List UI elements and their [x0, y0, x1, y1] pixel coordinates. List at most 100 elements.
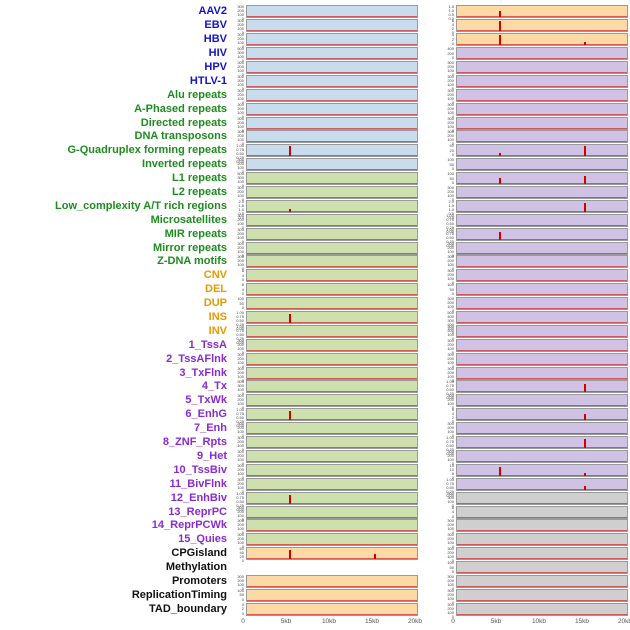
track-row: 3_TxFlnk 300 200 100 0 300 200 100 0 — [2, 366, 630, 382]
track-row: 1_TssA 300 200 100 0 300 200 100 0 — [2, 338, 630, 354]
density-spike — [498, 35, 501, 46]
y-tick-label: 4 — [451, 411, 454, 417]
y-tick-label: 200 — [447, 64, 454, 69]
y-tick-label: 100 — [237, 68, 244, 73]
column-gap — [418, 164, 440, 165]
y-tick-label: 200 — [447, 91, 454, 97]
density-spike — [498, 467, 501, 476]
zero-baseline — [457, 391, 627, 393]
column-gap — [418, 470, 440, 471]
y-tick-label: 200 — [447, 550, 454, 556]
left-y-axis-ticks: 300 200 100 0 — [230, 5, 246, 21]
row-label: 10_TssBiv — [173, 463, 227, 476]
y-tick-label: 300 — [237, 175, 244, 181]
x-tick-label: 0 — [451, 618, 455, 626]
y-tick-label: 200 — [237, 425, 244, 431]
track-row: 11_BivFlnk 300 200 100 0 1.00 0.75 0.50 0.25 0.… — [2, 477, 630, 497]
y-tick-label: 300 — [447, 318, 454, 324]
y-tick-label: 200 — [237, 189, 244, 195]
y-tick-label: 100 — [447, 373, 454, 379]
zero-baseline — [457, 72, 627, 73]
y-tick-label: 0 — [241, 72, 244, 77]
right-density-track — [456, 366, 628, 380]
zero-baseline — [457, 363, 627, 365]
row-label: 5_TxWk — [185, 394, 227, 407]
y-tick-label: 200 — [447, 77, 454, 83]
x-axes: 0 5kb 10kb 15kb 20kb 0 5kb 10kb 15kb 20kb — [241, 618, 630, 628]
density-spike — [583, 383, 586, 393]
left-density-track — [246, 283, 418, 297]
column-gap — [418, 442, 440, 443]
left-density-track — [246, 47, 418, 61]
right-density-track — [456, 477, 628, 491]
y-tick-label: 8 — [241, 282, 244, 288]
y-tick-label: 4 — [241, 286, 244, 292]
y-tick-label: 0 — [241, 197, 244, 203]
y-tick-label: 200 — [237, 77, 244, 83]
track-row: MIR repeats 300 200 100 0 1.00 0.75 0.50 0.25 0… — [2, 227, 630, 247]
right-y-axis-ticks: 300 200 100 0 — [440, 588, 456, 604]
zero-baseline — [247, 308, 417, 310]
y-tick-label: 4 — [451, 509, 454, 514]
left-density-track — [246, 366, 418, 380]
x-axis-left: 0 5kb 10kb 15kb 20kb — [241, 618, 422, 628]
left-y-axis-ticks: 1.00 0.75 0.50 0.25 0.00 — [230, 324, 246, 344]
row-label: 8_ZNF_Rpts — [162, 436, 227, 449]
y-tick-label: 0.00 — [446, 451, 454, 457]
right-y-axis-ticks: 300 200 100 0 — [440, 61, 456, 77]
left-y-axis-ticks: 60 40 20 0 — [230, 546, 246, 563]
track-row: Low_complexity A/T rich regions 2.0 1.5 1.… — [2, 199, 630, 219]
right-density-track — [456, 533, 628, 547]
left-y-axis-ticks: 300 200 100 0 — [230, 213, 246, 229]
zero-baseline — [247, 44, 417, 46]
y-tick-label: 1.00 — [236, 490, 244, 496]
column-gap — [418, 192, 440, 193]
left-density-track — [246, 547, 418, 561]
track-row: HTLV-1 300 200 100 0 300 200 100 0 — [2, 74, 630, 90]
y-tick-label: 400 — [447, 314, 454, 320]
y-tick-label: 100 — [447, 345, 454, 351]
left-y-axis-ticks: 300 200 100 0 — [230, 186, 246, 203]
y-tick-label: 0 — [241, 391, 244, 397]
y-tick-label: 0 — [241, 530, 244, 536]
density-spike — [583, 414, 586, 421]
zero-baseline — [247, 530, 417, 532]
left-y-axis-ticks: 100 50 0 — [230, 297, 246, 310]
y-tick-label: 1.00 — [236, 143, 244, 149]
left-y-axis-ticks: 500 300 100 0 — [230, 380, 246, 397]
left-y-axis-ticks: 100 50 0 — [230, 588, 246, 602]
y-tick-label: 60 — [239, 546, 244, 552]
zero-baseline — [457, 433, 627, 435]
y-tick-label: 200 — [237, 439, 244, 445]
y-tick-label: 300 — [447, 129, 454, 135]
zero-baseline — [247, 99, 417, 101]
y-tick-label: 100 — [237, 137, 244, 143]
right-density-track — [456, 102, 628, 116]
y-tick-label: 300 — [237, 393, 244, 399]
y-tick-label: 300 — [447, 393, 454, 399]
y-tick-label: 100 — [447, 326, 454, 332]
right-y-axis-ticks: 1.00 0.75 0.50 0.25 0.00 — [440, 436, 456, 456]
left-density-track — [246, 88, 418, 102]
right-y-axis-ticks: 300 200 100 0 — [440, 547, 456, 563]
y-tick-label: 300 — [237, 532, 244, 538]
row-label: 11_BivFlnk — [169, 477, 227, 490]
y-tick-label: 200 — [447, 322, 454, 328]
column-gap — [418, 512, 440, 513]
y-tick-label: 0 — [451, 544, 454, 550]
y-tick-label: 100 — [447, 95, 454, 101]
zero-baseline — [247, 30, 417, 32]
left-y-axis-ticks: 1.00 0.75 0.50 0.25 0.00 — [230, 143, 246, 164]
y-tick-label: 100 — [447, 581, 454, 587]
left-y-axis-ticks: 300 200 100 0 — [230, 116, 246, 132]
zero-baseline — [247, 197, 417, 199]
y-tick-label: 300 — [447, 87, 454, 93]
y-tick-label: 0 — [451, 113, 454, 119]
y-tick-label: 200 — [237, 133, 244, 139]
track-row: L2 repeats 300 200 100 0 300 200 100 0 — [2, 186, 630, 203]
zero-baseline — [247, 16, 417, 18]
zero-baseline — [247, 141, 417, 143]
